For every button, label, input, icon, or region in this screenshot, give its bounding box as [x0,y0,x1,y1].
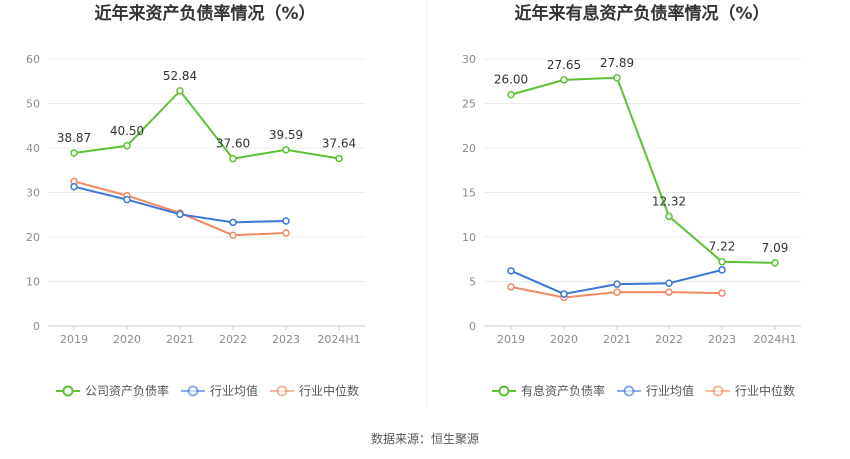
y-tick-label: 5 [469,276,476,289]
y-tick-label: 40 [26,142,40,155]
x-tick-label: 2020 [550,333,578,346]
data-point [613,288,621,296]
y-tick-label: 10 [26,276,40,289]
data-point [507,283,515,291]
legend-item: 行业均值 [617,383,694,398]
legend-swatch-marker [187,385,199,397]
data-source: 数据来源：恒生聚源 [371,431,479,446]
data-point [665,288,673,296]
data-point [507,267,515,275]
data-label: 52.84 [163,69,197,83]
data-label: 39.59 [269,128,303,142]
data-label: 26.00 [494,73,528,87]
x-tick-label: 2019 [60,333,88,346]
data-point [176,210,184,219]
series-line [73,89,340,160]
legend-swatch-marker [62,385,74,397]
data-point [335,154,343,163]
y-tick-label: 30 [26,187,40,200]
y-tick-label: 50 [26,98,40,111]
series-line [510,76,776,264]
x-tick-label: 2020 [113,333,141,346]
series-line [73,180,287,237]
y-tick-label: 10 [462,231,476,244]
y-tick-label: 30 [462,53,476,66]
data-point [560,290,568,298]
x-tick-label: 2024H1 [317,333,360,346]
data-label: 12.32 [652,194,686,208]
data-point [718,266,726,274]
legend-item: 公司资产负债率 [56,383,169,398]
data-label: 7.09 [762,241,789,255]
data-point [229,231,237,239]
data-point [229,218,237,227]
y-tick-label: 25 [462,98,476,111]
legend-label: 行业均值 [210,383,258,398]
data-point [282,217,290,225]
data-point [665,279,673,288]
x-tick-label: 2023 [272,333,300,346]
x-tick-label: 2022 [655,333,683,346]
data-point [176,87,184,95]
data-point [229,154,237,163]
data-label: 37.64 [322,137,356,151]
data-point [560,76,568,84]
legend-label: 行业均值 [646,383,694,398]
chart-title: 近年来有息资产负债率情况（%） [514,3,769,24]
legend-swatch-marker [276,385,288,397]
data-point [665,212,673,221]
data-point [123,195,131,204]
chart-interest-debt-ratio: 近年来有息资产负债率情况（%） 0 5 10 15 20 25 30 2019 2020 2021 2… [462,3,801,398]
data-point [70,182,78,191]
legend-label: 公司资产负债率 [85,383,169,398]
data-point [70,149,78,157]
y-tick-label: 15 [462,187,476,200]
data-point [613,280,621,288]
data-label: 38.87 [57,131,91,145]
legend-item: 有息资产负债率 [492,383,605,398]
legend-label: 有息资产负债率 [521,383,605,398]
y-tick-label: 20 [462,142,476,155]
data-point [613,74,621,82]
legend-label: 行业中位数 [735,383,795,398]
x-tick-label: 2019 [497,333,525,346]
chart-debt-ratio: 近年来资产负债率情况（%） 0 10 20 30 40 50 60 2019 2020 2021 20… [26,3,365,398]
data-label: 27.65 [547,58,581,72]
data-label: 37.60 [216,137,250,151]
legend-swatch-marker [712,385,724,397]
x-tick-label: 2022 [219,333,247,346]
legend-item: 行业中位数 [270,383,359,398]
data-point [282,229,290,237]
legend-label: 行业中位数 [299,383,359,398]
data-label: 7.22 [709,240,736,254]
y-tick-label: 60 [26,53,40,66]
data-label: 40.50 [110,124,144,138]
x-tick-label: 2021 [603,333,631,346]
data-point [718,257,726,266]
legend-swatch-marker [498,385,510,397]
x-tick-label: 2021 [166,333,194,346]
data-point [507,90,515,99]
data-point [718,289,726,297]
legend-swatch-marker [623,385,635,397]
legend-item: 行业中位数 [706,383,795,398]
data-point [123,142,131,150]
data-label: 27.89 [600,56,634,70]
x-tick-label: 2023 [708,333,736,346]
data-point [282,146,290,154]
x-tick-label: 2024H1 [753,333,796,346]
y-tick-label: 0 [469,320,476,333]
legend-item: 行业均值 [181,383,258,398]
chart-title: 近年来资产负债率情况（%） [94,3,315,24]
y-tick-label: 0 [33,320,40,333]
y-tick-label: 20 [26,231,40,244]
data-point [771,259,779,267]
